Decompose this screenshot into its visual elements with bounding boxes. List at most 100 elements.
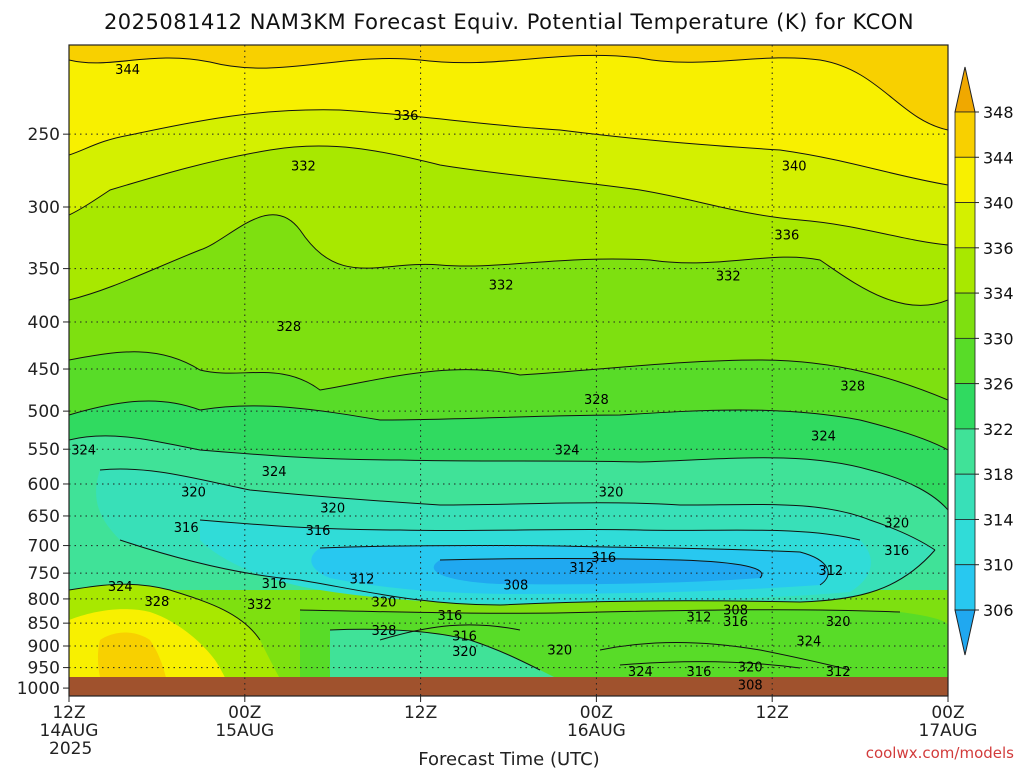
x-tick-label: 14AUG (40, 721, 99, 741)
colorbar-segment (954, 337, 976, 385)
contour-label: 340 (782, 159, 807, 174)
contour-label: 316 (884, 544, 909, 559)
x-tick-label: 16AUG (567, 721, 626, 741)
contour-label: 316 (591, 551, 616, 566)
contour-label: 324 (555, 444, 580, 459)
colorbar-max-arrow (954, 66, 976, 113)
colorbar-tick-label: 322 (983, 420, 1014, 439)
plot-area: 344 336 340 332 336 332 332 328 328 328 324 324 324 3… (69, 45, 948, 696)
contour-label: 320 (547, 643, 572, 658)
y-tick-label: 250 (28, 125, 60, 145)
y-tick-label: 650 (28, 507, 60, 527)
y-tick-label: 500 (28, 402, 60, 422)
pressure-gridlines (69, 133, 948, 669)
x-tick-label: 00Z (931, 703, 964, 723)
contour-label: 316 (452, 630, 477, 645)
band-302 (433, 558, 762, 585)
contour-label: 324 (262, 465, 287, 480)
x-tick-label: 12Z (404, 703, 437, 723)
y-tick-label: 600 (28, 475, 60, 495)
contour-label: 320 (826, 615, 851, 630)
contour-label: 308 (723, 603, 748, 618)
y-tick-label: 800 (28, 590, 60, 610)
contour-label: 336 (774, 228, 799, 243)
contour-label: 316 (687, 665, 712, 680)
colorbar-segment (954, 383, 976, 430)
x-tick-label: 00Z (228, 703, 261, 723)
colorbar: 348 344 340 336 334 330 326 322 318 314 310 306 (954, 66, 1014, 656)
contour-label: 312 (569, 561, 594, 576)
y-tick-label: 450 (28, 360, 60, 380)
contour-labels: 344 336 340 332 336 332 332 328 328 328 324 324 324 3… (71, 63, 909, 693)
y-tick-label: 550 (28, 440, 60, 460)
y-tick-label: 750 (28, 564, 60, 584)
ground (69, 677, 948, 696)
contour-label: 320 (738, 661, 763, 676)
colorbar-tick-label: 336 (983, 239, 1014, 258)
contour-label: 344 (115, 63, 140, 78)
contour-label: 336 (394, 109, 419, 124)
x-tick-label: 12Z (756, 703, 789, 723)
contour-label: 316 (174, 521, 199, 536)
colorbar-segment (954, 519, 976, 566)
colorbar-tick-label: 314 (983, 510, 1014, 529)
band-344-plus (69, 45, 948, 130)
colorbar-tick-label: 348 (983, 103, 1014, 122)
y-tick-label: 400 (28, 313, 60, 333)
colorbar-segment (954, 428, 976, 475)
contour-label: 332 (716, 270, 741, 285)
contour-label: 328 (840, 379, 865, 394)
colorbar-tick-label: 306 (983, 601, 1014, 620)
colorbar-segment (954, 202, 976, 249)
y-tick-label: 700 (28, 537, 60, 557)
colorbar-segment (954, 156, 976, 203)
contour-lines (69, 54, 948, 671)
colorbar-tick-label: 330 (983, 329, 1014, 348)
y-tick-label: 900 (28, 637, 60, 657)
plot-frame (68, 44, 949, 697)
contour-label: 312 (687, 610, 712, 625)
x-tick-label: 17AUG (919, 721, 978, 741)
colorbar-segment (954, 247, 976, 294)
contour-label: 308 (503, 579, 528, 594)
contour-label: 324 (108, 580, 133, 595)
colorbar-min-arrow (954, 609, 976, 656)
colorbar-tick-label: 334 (983, 284, 1014, 303)
contour-label: 312 (350, 572, 375, 587)
colorbar-tick-label: 344 (983, 148, 1014, 167)
contour-label: 332 (489, 278, 514, 293)
time-gridlines (244, 45, 773, 696)
contour-label: 324 (811, 430, 836, 445)
band-336 (69, 109, 948, 245)
contour-label: 320 (320, 502, 345, 517)
contour-label: 328 (372, 624, 397, 639)
colorbar-segment (954, 473, 976, 520)
colorbar-segment (954, 564, 976, 611)
y-tick-label: 300 (28, 198, 60, 218)
x-tick-label: 2025 (49, 739, 92, 759)
contour-label: 328 (276, 320, 301, 335)
y-tick-label: 850 (28, 614, 60, 634)
y-tick-label: 950 (28, 659, 60, 679)
contour-label: 316 (437, 609, 462, 624)
contour-label: 320 (372, 595, 397, 610)
contour-label: 332 (291, 159, 316, 174)
contour-label: 316 (306, 524, 331, 539)
contour-label: 328 (584, 393, 609, 408)
colorbar-tick-label: 310 (983, 556, 1014, 575)
contour-label: 324 (796, 635, 821, 650)
contour-label: 312 (826, 665, 851, 680)
chart-title: 2025081412 NAM3KM Forecast Equiv. Potent… (104, 10, 914, 34)
y-tick-label: 1000 (17, 679, 60, 699)
colorbar-tick-label: 340 (983, 194, 1014, 213)
band-340 (69, 55, 948, 185)
y-axis: 250 300 350 400 450 500 550 600 650 700 750 800 850 9… (17, 125, 69, 699)
colorbar-segment (954, 111, 976, 158)
contour-label: 316 (262, 577, 287, 592)
y-tick-label: 350 (28, 260, 60, 280)
x-axis-label: Forecast Time (UTC) (418, 749, 599, 768)
x-tick-label: 00Z (580, 703, 613, 723)
x-tick-label: 15AUG (215, 721, 274, 741)
